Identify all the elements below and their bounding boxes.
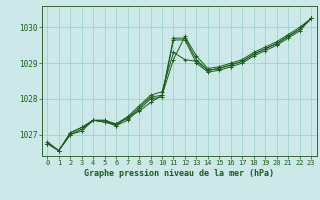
X-axis label: Graphe pression niveau de la mer (hPa): Graphe pression niveau de la mer (hPa) [84, 169, 274, 178]
